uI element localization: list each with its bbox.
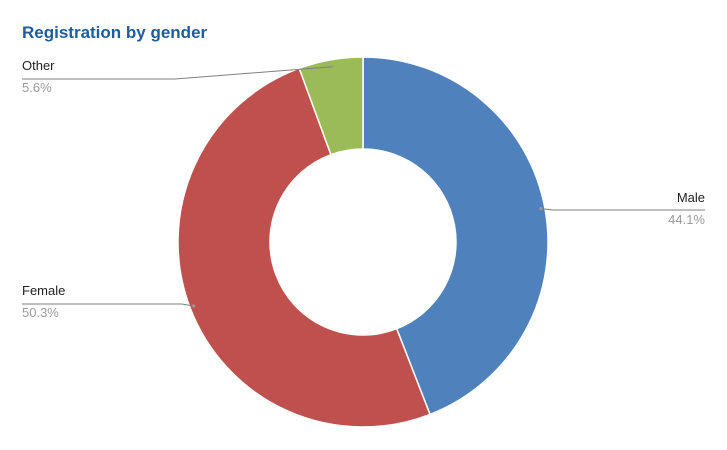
data-labels-layer: Male 44.1% Female 50.3% Other 5.6% <box>22 58 705 320</box>
data-label-name-other: Other <box>22 58 55 73</box>
slices-layer <box>177 56 549 428</box>
leader-line-male <box>540 208 705 211</box>
donut-slice-female <box>177 67 431 428</box>
leader-line-female <box>22 303 194 307</box>
leader-lines-layer <box>22 65 705 308</box>
data-label-name-female: Female <box>22 283 65 298</box>
data-label-value-other: 5.6% <box>22 80 52 95</box>
data-label-value-female: 50.3% <box>22 305 59 320</box>
data-label-name-male: Male <box>677 190 705 205</box>
data-label-value-male: 44.1% <box>668 212 705 227</box>
chart-title: Registration by gender <box>22 23 208 42</box>
leader-line-other <box>22 66 333 80</box>
donut-slice-other <box>298 56 364 156</box>
leader-dot-male <box>539 207 543 211</box>
donut-slice-male <box>362 56 549 416</box>
leader-dot-female <box>192 304 196 308</box>
leader-dot-other <box>330 65 334 69</box>
